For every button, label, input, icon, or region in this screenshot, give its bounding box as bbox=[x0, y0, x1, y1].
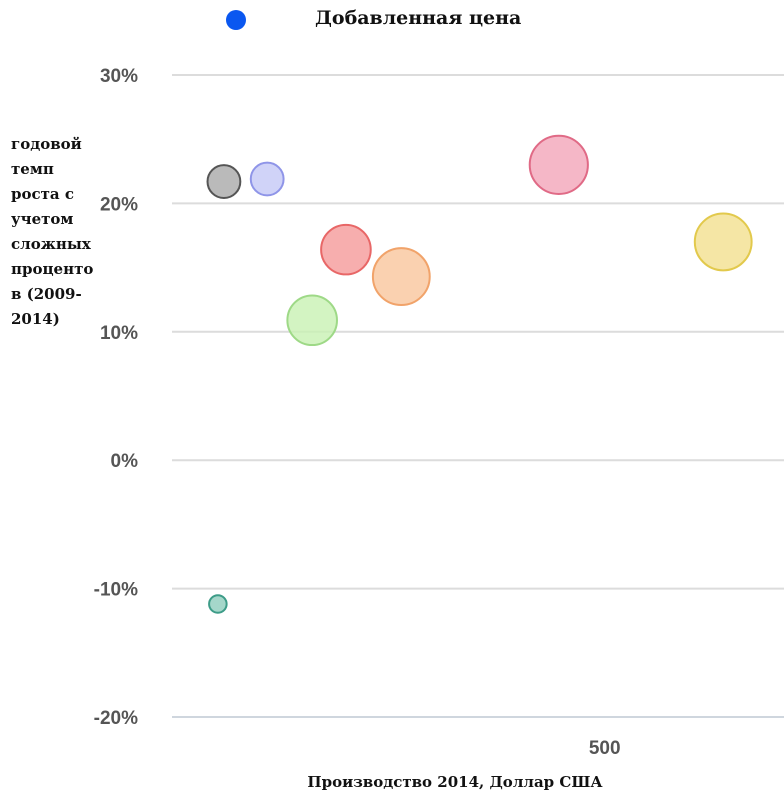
y-axis-title: годовой темп роста с учетом сложных проценто в… bbox=[11, 135, 93, 328]
gridlines bbox=[172, 74, 784, 718]
y-axis-title-line: годовой bbox=[11, 135, 82, 153]
y-axis-title-line: в (2009- bbox=[11, 285, 82, 303]
y-axis-title-line: темп bbox=[11, 160, 54, 178]
bubbles bbox=[206, 134, 753, 614]
y-axis-title-line: 2014) bbox=[11, 310, 60, 328]
bubble bbox=[693, 212, 753, 272]
x-tick-label: 500 bbox=[589, 738, 621, 759]
bubble bbox=[286, 294, 338, 347]
bubble bbox=[208, 594, 228, 614]
x-axis-title: Производство 2014, Доллар США bbox=[307, 773, 603, 791]
y-tick-label: 0% bbox=[111, 451, 139, 472]
bubble bbox=[206, 164, 242, 199]
y-tick-label: 30% bbox=[100, 66, 138, 87]
y-axis-title-line: роста с bbox=[11, 185, 74, 203]
y-axis-title-line: сложных bbox=[11, 235, 92, 253]
x-tick-labels: 50010001500 bbox=[589, 738, 621, 759]
bubble bbox=[528, 134, 589, 195]
bubble bbox=[371, 247, 431, 306]
y-tick-labels: 30% 20% 10% 0% -10% -20% bbox=[94, 66, 138, 729]
y-tick-label: -20% bbox=[94, 708, 138, 729]
y-tick-label: 10% bbox=[100, 323, 138, 344]
y-tick-label: 20% bbox=[100, 194, 138, 215]
legend-marker bbox=[226, 10, 246, 30]
legend: Добавленная цена bbox=[226, 7, 521, 30]
legend-label: Добавленная цена bbox=[315, 7, 521, 29]
y-tick-label: -10% bbox=[94, 580, 138, 601]
bubble bbox=[249, 161, 285, 197]
bubble bbox=[320, 223, 372, 276]
y-axis-title-line: проценто bbox=[11, 260, 93, 278]
y-axis-title-line: учетом bbox=[11, 210, 73, 228]
